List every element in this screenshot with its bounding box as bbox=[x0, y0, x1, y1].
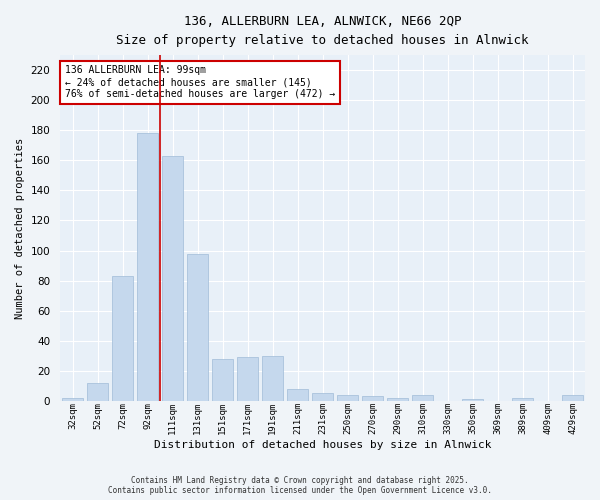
Bar bbox=[112, 276, 133, 401]
Bar bbox=[362, 396, 383, 401]
Bar bbox=[237, 357, 258, 401]
Bar bbox=[462, 400, 483, 401]
Title: 136, ALLERBURN LEA, ALNWICK, NE66 2QP
Size of property relative to detached hous: 136, ALLERBURN LEA, ALNWICK, NE66 2QP Si… bbox=[116, 15, 529, 47]
Bar bbox=[137, 134, 158, 401]
Bar bbox=[262, 356, 283, 401]
Bar bbox=[62, 398, 83, 401]
Bar bbox=[87, 383, 108, 401]
Text: Contains HM Land Registry data © Crown copyright and database right 2025.
Contai: Contains HM Land Registry data © Crown c… bbox=[108, 476, 492, 495]
Bar bbox=[387, 398, 408, 401]
Bar bbox=[287, 389, 308, 401]
Y-axis label: Number of detached properties: Number of detached properties bbox=[15, 138, 25, 318]
Bar bbox=[187, 254, 208, 401]
Bar bbox=[312, 394, 333, 401]
Bar bbox=[162, 156, 183, 401]
Bar bbox=[212, 358, 233, 401]
Bar bbox=[412, 395, 433, 401]
Bar bbox=[337, 395, 358, 401]
Bar bbox=[512, 398, 533, 401]
Bar bbox=[562, 395, 583, 401]
Text: 136 ALLERBURN LEA: 99sqm
← 24% of detached houses are smaller (145)
76% of semi-: 136 ALLERBURN LEA: 99sqm ← 24% of detach… bbox=[65, 66, 335, 98]
X-axis label: Distribution of detached houses by size in Alnwick: Distribution of detached houses by size … bbox=[154, 440, 491, 450]
